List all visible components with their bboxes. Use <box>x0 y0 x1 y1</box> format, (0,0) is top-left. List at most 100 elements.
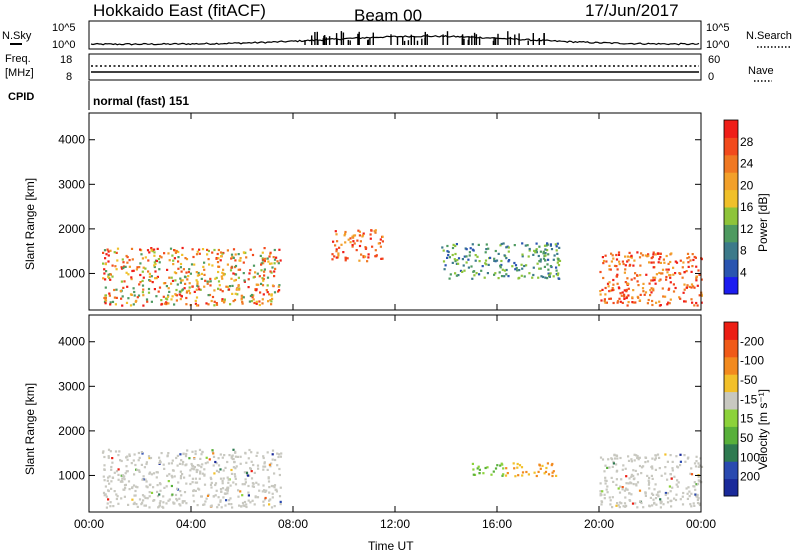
range-gate-cell <box>648 487 651 490</box>
range-gate-cell <box>144 256 147 259</box>
range-gate-cell <box>615 478 618 481</box>
range-gate-cell <box>502 473 505 476</box>
noise-spike <box>342 32 345 45</box>
range-gate-cell <box>106 502 109 505</box>
range-gate-cell <box>196 280 199 283</box>
range-gate-cell <box>670 505 673 508</box>
range-gate-cell <box>142 499 145 502</box>
range-gate-cell <box>273 262 276 265</box>
range-gate-cell <box>636 506 639 509</box>
range-gate-cell <box>109 450 112 453</box>
range-gate-cell <box>471 277 474 280</box>
range-gate-cell <box>659 304 662 307</box>
velocity-cells <box>101 448 704 509</box>
range-gate-cell <box>478 260 481 263</box>
range-gate-cell <box>333 255 336 258</box>
range-gate-cell <box>209 277 212 280</box>
range-gate-cell <box>599 456 603 459</box>
range-gate-cell <box>178 497 181 500</box>
range-gate-cell <box>156 484 159 487</box>
range-gate-cell <box>247 457 250 460</box>
range-gate-cell <box>137 459 140 462</box>
range-gate-cell <box>528 247 531 251</box>
range-gate-cell <box>111 461 114 464</box>
x-tick-label: 00:00 <box>74 517 104 531</box>
range-gate-cell <box>159 500 162 503</box>
range-gate-cell <box>196 274 199 277</box>
range-gate-cell <box>170 282 173 285</box>
range-gate-cell <box>558 259 562 262</box>
range-gate-cell <box>273 275 276 278</box>
range-gate-cell <box>181 463 184 466</box>
colorbar-swatch <box>724 241 738 260</box>
range-gate-cell <box>662 295 665 298</box>
range-gate-cell <box>170 298 173 301</box>
freq-panel: Freq. [MHz] 18 8 60 0 Nave CPID normal (… <box>5 53 774 110</box>
range-gate-cell <box>679 259 682 262</box>
range-gate-cell <box>652 289 655 292</box>
range-gate-cell <box>163 486 166 489</box>
range-gate-cell <box>233 279 236 282</box>
range-gate-cell <box>178 290 181 293</box>
range-gate-cell <box>693 304 696 307</box>
range-gate-cell <box>642 282 645 285</box>
range-gate-cell <box>186 278 189 281</box>
noise-spike <box>426 34 428 45</box>
range-gate-cell <box>641 254 644 257</box>
range-gate-cell <box>675 261 679 264</box>
range-gate-cell <box>698 294 701 297</box>
range-gate-cell <box>184 257 187 260</box>
range-gate-cell <box>193 263 196 266</box>
range-gate-cell <box>691 253 694 256</box>
range-gate-cell <box>234 467 237 470</box>
range-gate-cell <box>159 461 162 464</box>
range-gate-cell <box>154 270 157 273</box>
range-gate-cell <box>335 250 338 253</box>
range-gate-cell <box>600 500 603 503</box>
colorbar-tick-label: -100 <box>740 354 764 368</box>
range-gate-cell <box>217 248 220 252</box>
range-gate-cell <box>234 450 237 453</box>
range-gate-cell <box>679 297 682 300</box>
range-gate-cell <box>501 268 504 271</box>
range-gate-cell <box>102 262 105 265</box>
range-gate-cell <box>669 281 672 284</box>
range-gate-cell <box>113 288 116 292</box>
range-gate-cell <box>538 245 541 248</box>
range-gate-cell <box>664 453 667 456</box>
range-gate-cell <box>547 473 551 476</box>
range-gate-cell <box>639 500 642 503</box>
range-gate-cell <box>178 293 181 296</box>
range-gate-cell <box>623 271 626 274</box>
range-gate-cell <box>615 454 619 457</box>
range-gate-cell <box>217 496 220 499</box>
range-gate-cell <box>684 300 687 303</box>
range-gate-cell <box>673 497 676 500</box>
range-gate-cell <box>616 282 619 285</box>
range-gate-cell <box>166 474 169 477</box>
range-gate-cell <box>153 254 156 257</box>
range-gate-cell <box>179 281 182 284</box>
range-gate-cell <box>234 483 238 486</box>
range-gate-cell <box>275 256 278 259</box>
range-gate-cell <box>134 489 137 493</box>
range-gate-cell <box>138 283 141 286</box>
range-gate-cell <box>279 486 282 489</box>
range-gate-cell <box>666 497 670 500</box>
range-gate-cell <box>213 300 216 303</box>
range-gate-cell <box>261 277 264 280</box>
range-gate-cell <box>608 268 611 271</box>
range-gate-cell <box>442 249 445 252</box>
noise-spike <box>340 31 343 45</box>
range-gate-cell <box>505 268 508 272</box>
range-gate-cell <box>247 499 250 502</box>
range-gate-cell <box>655 301 658 304</box>
range-gate-cell <box>174 493 178 497</box>
range-gate-cell <box>493 257 496 260</box>
range-gate-cell <box>158 261 161 264</box>
range-gate-cell <box>356 239 359 242</box>
range-gate-cell <box>115 296 118 299</box>
noise-spike <box>323 35 325 45</box>
